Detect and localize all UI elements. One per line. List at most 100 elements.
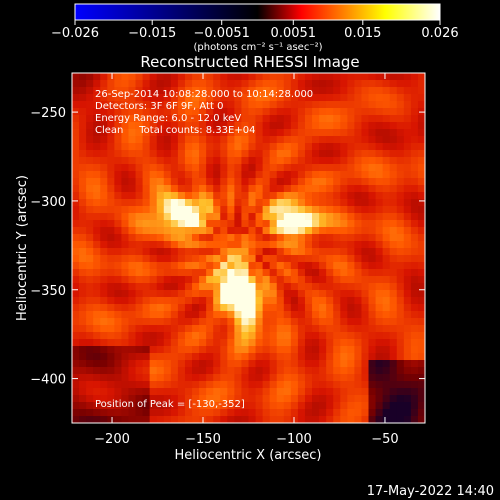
heatmap-cell [382, 297, 391, 305]
heatmap-cell [410, 213, 419, 221]
heatmap-cell [72, 164, 80, 172]
heatmap-cell [128, 381, 136, 389]
heatmap-cell [114, 276, 122, 284]
heatmap-cell [333, 87, 341, 95]
heatmap-cell [142, 122, 151, 130]
heatmap-cell [389, 94, 398, 102]
heatmap-cell [375, 192, 384, 200]
heatmap-cell [269, 206, 278, 214]
heatmap-cell [227, 381, 235, 389]
heatmap-cell [177, 367, 186, 375]
heatmap-cell [276, 199, 285, 207]
heatmap-cell [354, 178, 362, 186]
heatmap-cell [368, 185, 376, 193]
heatmap-cell [121, 101, 129, 109]
heatmap-cell [304, 94, 313, 102]
heatmap-cell [170, 227, 179, 235]
heatmap-cell [283, 171, 292, 179]
heatmap-cell [410, 122, 419, 130]
heatmap-cell [248, 255, 256, 263]
heatmap-cell [340, 332, 348, 340]
heatmap-cell [199, 339, 207, 347]
heatmap-cell [347, 185, 355, 193]
heatmap-cell [156, 171, 165, 179]
heatmap-cell [86, 213, 94, 221]
heatmap-cell [128, 115, 136, 123]
heatmap-cell [382, 87, 391, 95]
heatmap-cell [241, 339, 249, 347]
heatmap-cell [114, 304, 122, 312]
heatmap-cell [177, 73, 186, 81]
heatmap-cell [72, 262, 80, 270]
heatmap-cell [206, 122, 214, 130]
heatmap-cell [100, 367, 108, 375]
heatmap-cell [227, 402, 235, 410]
heatmap-cell [93, 402, 101, 410]
heatmap-cell [206, 290, 214, 298]
heatmap-cell [361, 367, 369, 375]
heatmap-cell [312, 227, 320, 235]
heatmap-cell [192, 136, 200, 144]
heatmap-cell [163, 374, 172, 382]
heatmap-cell [283, 339, 292, 347]
heatmap-cell [128, 269, 136, 277]
heatmap-cell [354, 360, 362, 368]
heatmap-cell [156, 199, 165, 207]
heatmap-cell [100, 353, 108, 361]
heatmap-cell [382, 129, 391, 137]
heatmap-cell [368, 304, 376, 312]
heatmap-cell [86, 178, 94, 186]
heatmap-cell [227, 290, 235, 298]
heatmap-cell [375, 199, 384, 207]
heatmap-cell [170, 185, 179, 193]
heatmap-cell [156, 164, 165, 172]
heatmap-cell [248, 220, 256, 228]
heatmap-cell [368, 332, 376, 340]
heatmap-cell [389, 311, 398, 319]
heatmap-cell [135, 136, 143, 144]
heatmap-cell [312, 388, 320, 396]
heatmap-cell [170, 178, 179, 186]
heatmap-cell [199, 199, 207, 207]
heatmap-cell [227, 143, 235, 151]
heatmap-cell [107, 402, 115, 410]
heatmap-cell [312, 108, 320, 116]
heatmap-cell [227, 115, 235, 123]
heatmap-cell [184, 276, 193, 284]
heatmap-cell [170, 234, 179, 242]
heatmap-cell [248, 332, 256, 340]
heatmap-cell [382, 227, 391, 235]
heatmap-cell [262, 129, 271, 137]
heatmap-cell [93, 73, 101, 81]
heatmap-cell [135, 339, 143, 347]
heatmap-cell [199, 269, 207, 277]
heatmap-cell [396, 157, 405, 165]
heatmap-cell [326, 304, 334, 312]
heatmap-cell [234, 332, 242, 340]
heatmap-cell [100, 339, 108, 347]
heatmap-cell [206, 185, 214, 193]
heatmap-cell [86, 353, 94, 361]
heatmap-cell [347, 220, 355, 228]
heatmap-cell [135, 87, 143, 95]
heatmap-cell [100, 395, 108, 403]
heatmap-cell [213, 213, 221, 221]
heatmap-cell [114, 115, 122, 123]
y-axis-label: Heliocentric Y (arcsec) [15, 175, 30, 321]
heatmap-cell [389, 297, 398, 305]
heatmap-cell [156, 346, 165, 354]
heatmap-cell [72, 87, 80, 95]
heatmap-cell [177, 374, 186, 382]
heatmap-cell [340, 388, 348, 396]
heatmap-cell [368, 199, 376, 207]
heatmap-cell [319, 325, 327, 333]
heatmap-cell [375, 101, 384, 109]
heatmap-cell [156, 416, 165, 423]
heatmap-cell [361, 388, 369, 396]
heatmap-cell [312, 311, 320, 319]
heatmap-cell [262, 171, 271, 179]
heatmap-cell [227, 122, 235, 130]
heatmap-cell [199, 276, 207, 284]
heatmap-cell [382, 360, 391, 368]
heatmap-cell [417, 129, 425, 137]
